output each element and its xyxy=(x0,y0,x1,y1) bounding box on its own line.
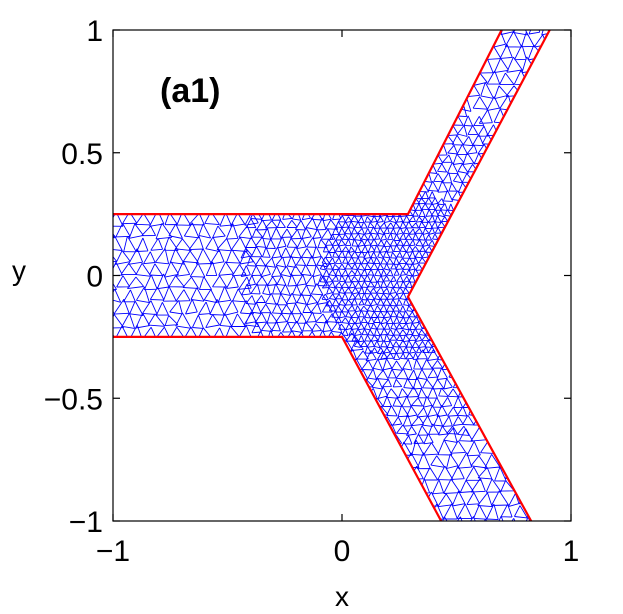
panel-label: (a1) xyxy=(160,72,220,110)
y-tick-label: 1 xyxy=(86,15,103,48)
y-tick-label: 0.5 xyxy=(61,138,103,171)
y-axis-label: y xyxy=(12,255,26,286)
boundary-lower-wall xyxy=(113,335,443,521)
y-tick-label: 0 xyxy=(86,261,103,294)
tick-labels: −1 0 1 −1 −0.5 0 0.5 1 xyxy=(44,15,580,568)
y-tick-label: −1 xyxy=(69,506,103,539)
x-tick-label: 1 xyxy=(563,535,580,568)
y-tick-label: −0.5 xyxy=(44,383,103,416)
triangular-mesh xyxy=(113,30,571,521)
x-tick-label: 0 xyxy=(334,535,351,568)
tick-marks xyxy=(112,29,572,522)
boundary-outer-wall xyxy=(406,30,551,521)
x-axis-label: x xyxy=(335,581,349,612)
x-tick-label: −1 xyxy=(96,535,130,568)
plot-area: −1 0 1 −1 −0.5 0 0.5 1 (a1) x y xyxy=(12,15,580,612)
mesh-background xyxy=(113,30,571,521)
boundary-upper-wall xyxy=(113,30,503,216)
